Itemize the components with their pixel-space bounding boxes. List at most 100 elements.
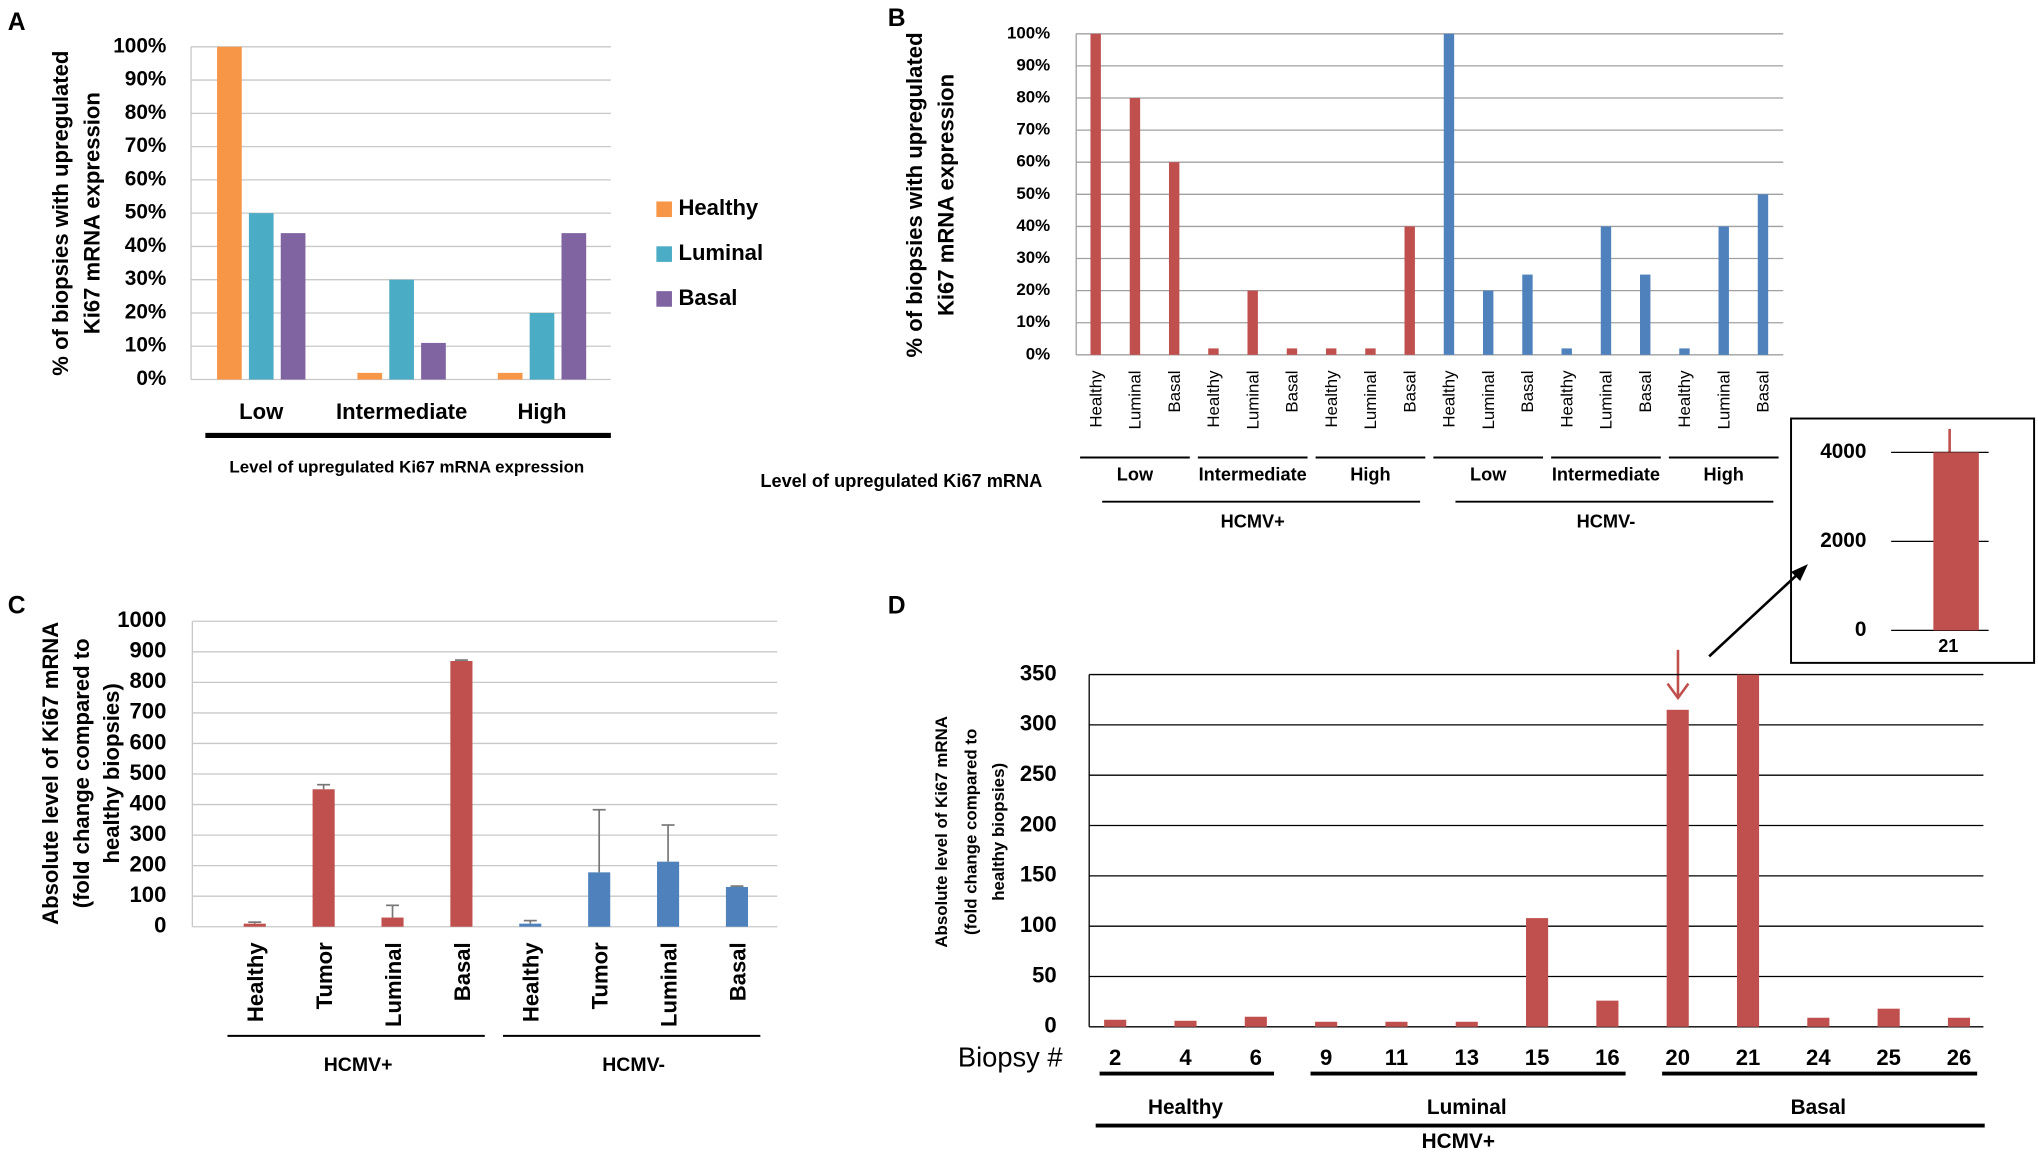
x-tick-label: Basal: [1754, 370, 1773, 412]
bar: [1522, 274, 1533, 355]
x-tick-label: Tumor: [588, 942, 613, 1009]
x-tick-label: Healthy: [1675, 370, 1694, 428]
group-label: Healthy: [1148, 1096, 1224, 1119]
x-tick-label: Luminal: [1714, 370, 1733, 429]
bar: [357, 372, 383, 380]
bar: [1315, 1021, 1338, 1027]
panel-label: B: [888, 5, 906, 32]
x-tick-label: Tumor: [312, 942, 337, 1009]
bar: [1736, 674, 1760, 1027]
y-tick-label: 0%: [1026, 344, 1050, 363]
y-tick-label: 4000: [1820, 440, 1866, 463]
bar: [312, 789, 335, 927]
bar: [1365, 348, 1376, 355]
y-axis-label: Absolute level of Ki67 mRNA: [38, 622, 63, 925]
legend-swatch: [656, 291, 672, 307]
y-tick-label: 100: [130, 882, 167, 907]
legend-swatch: [656, 201, 672, 218]
group-label: Basal: [1791, 1096, 1846, 1119]
y-tick-label: 60%: [1016, 152, 1050, 171]
legend-label: Basal: [678, 285, 737, 310]
y-tick-label: 100: [1020, 912, 1057, 937]
y-tick-label: 700: [130, 699, 167, 724]
subgroup-label: High: [1350, 465, 1390, 485]
bar: [1129, 98, 1141, 355]
y-tick-label: 20%: [1016, 280, 1050, 299]
y-axis-label: % of biopsies with upregulated: [48, 51, 73, 376]
bar: [243, 923, 266, 927]
subgroup-label: Intermediate: [1552, 465, 1660, 485]
annotation-arrows: [1666, 428, 1962, 701]
bar: [588, 872, 611, 927]
y-tick-label: 250: [1020, 761, 1057, 786]
y-tick-label: 30%: [125, 267, 167, 290]
supergroup-label: HCMV+: [1422, 1130, 1495, 1153]
panel-label: C: [8, 592, 26, 619]
y-axis-label: Absolute level of Ki67 mRNA: [932, 716, 951, 948]
x-tick-label: Basal: [1283, 370, 1302, 412]
y-tick-label: 100%: [1007, 23, 1050, 42]
y-tick-label: 600: [130, 729, 167, 754]
black-arrow: [1708, 570, 1802, 658]
black-arrow-head: [1791, 564, 1808, 581]
bar: [421, 342, 446, 380]
bar: [1526, 918, 1549, 1027]
bar: [1385, 1021, 1408, 1027]
y-tick-label: 50%: [1016, 184, 1050, 203]
bar: [1455, 1021, 1478, 1027]
bar: [497, 372, 523, 380]
legend-label: Luminal: [678, 240, 763, 265]
x-tick-label: Healthy: [1440, 370, 1459, 428]
x-tick-label: 20: [1665, 1045, 1690, 1070]
x-tick-label: Luminal: [1479, 370, 1498, 429]
y-tick-label: 150: [1020, 862, 1057, 887]
y-tick-label: 50: [1032, 962, 1057, 987]
y-tick-label: 30%: [1016, 248, 1050, 267]
x-tick-label: Basal: [1636, 370, 1655, 412]
bar: [1286, 348, 1298, 355]
subgroup-label: Low: [1117, 465, 1154, 485]
group-label: HCMV+: [1221, 511, 1285, 531]
bar: [1877, 1008, 1900, 1027]
bar: [1947, 1017, 1971, 1027]
y-tick-label: 40%: [125, 234, 167, 257]
y-tick-label: 90%: [1016, 55, 1050, 74]
x-tick-label: 4: [1179, 1045, 1192, 1070]
group-label: Luminal: [1427, 1096, 1507, 1119]
x-tick-label: Healthy: [1322, 370, 1341, 428]
x-tick-label: Luminal: [1126, 370, 1145, 429]
y-axis-label: healthy biopsies): [99, 683, 124, 863]
x-tick-label: Healthy: [1204, 370, 1223, 428]
y-tick-label: 40%: [1016, 216, 1050, 235]
x-tick-label: Low: [239, 399, 284, 424]
bar: [1596, 1000, 1619, 1027]
x-tick-label: Luminal: [1361, 370, 1380, 429]
subgroup-label: Low: [1470, 465, 1507, 485]
y-tick-label: 50%: [125, 201, 167, 224]
x-tick-label: Basal: [450, 942, 475, 1001]
x-tick-label: Basal: [1518, 370, 1537, 412]
x-tick-label: Basal: [1400, 370, 1419, 412]
y-axis-label: Ki67 mRNA expression: [933, 74, 958, 316]
bar: [280, 233, 306, 380]
bar: [1247, 290, 1258, 355]
y-tick-label: 10%: [125, 334, 167, 357]
y-tick-label: 10%: [1016, 312, 1050, 331]
bar: [389, 279, 414, 380]
x-tick-label: 15: [1525, 1045, 1550, 1070]
y-tick-label: 800: [130, 668, 167, 693]
subgroup-label: High: [1704, 465, 1744, 485]
x-axis-label: Level of upregulated Ki67 mRNA expressio…: [229, 457, 584, 476]
bar: [1244, 1016, 1267, 1027]
panel-label: D: [888, 592, 906, 619]
x-tick-label: High: [517, 399, 566, 424]
bar: [248, 213, 274, 380]
x-tick-label: Healthy: [1086, 370, 1105, 428]
panel-label: A: [8, 9, 26, 36]
y-tick-label: 70%: [125, 134, 167, 157]
x-tick-label: Basal: [725, 942, 750, 1001]
x-tick-label: 2: [1109, 1045, 1121, 1070]
legend-label: Healthy: [678, 195, 758, 220]
